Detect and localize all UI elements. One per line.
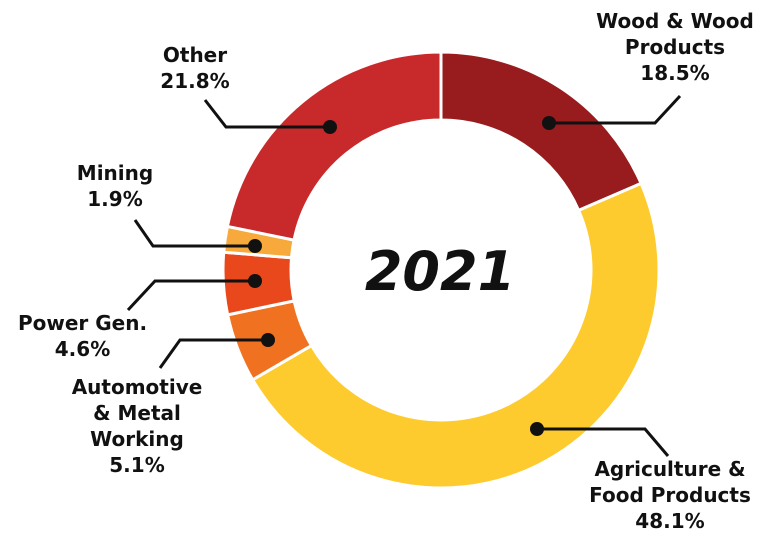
- leader-agriculture-dot: [530, 422, 544, 436]
- leader-mining-dot: [248, 239, 262, 253]
- leader-automotive-line: [158, 338, 268, 369]
- leader-power-gen-dot: [248, 274, 262, 288]
- label-power-pct: 4.6%: [54, 337, 111, 361]
- label-power-gen: Power Gen. 4.6%: [0, 310, 165, 362]
- label-agri-line1: Agriculture &: [594, 457, 746, 481]
- center-year-label: 2021: [364, 240, 516, 303]
- label-agriculture: Agriculture & Food Products 48.1%: [572, 456, 768, 534]
- leader-other-dot: [323, 120, 337, 134]
- label-auto-line1: Automotive: [71, 375, 203, 399]
- leader-automotive-dot: [261, 333, 275, 347]
- leader-mining-line: [133, 219, 255, 248]
- label-wood-line2: Products: [624, 35, 726, 59]
- donut-slices: [221, 50, 661, 490]
- label-auto-line2: & Metal: [93, 401, 181, 425]
- slice-agriculture-food-products: [250, 181, 661, 490]
- label-mining-line1: Mining: [76, 161, 154, 185]
- label-wood-line1: Wood & Wood: [596, 9, 754, 33]
- leader-wood-dot: [542, 116, 556, 130]
- label-agri-line2: Food Products: [589, 483, 751, 507]
- label-wood-pct: 18.5%: [640, 61, 710, 85]
- slice-other: [225, 50, 443, 242]
- label-other-line1: Other: [162, 43, 228, 67]
- label-wood-products: Wood & Wood Products 18.5%: [590, 8, 760, 86]
- leader-power-gen-line: [126, 279, 255, 312]
- leader-agriculture-line: [537, 427, 670, 457]
- label-auto-pct: 5.1%: [109, 453, 165, 477]
- label-power-line1: Power Gen.: [17, 311, 148, 335]
- label-mining: Mining 1.9%: [60, 160, 170, 212]
- leader-wood-line: [549, 94, 682, 125]
- label-agri-pct: 48.1%: [635, 509, 705, 533]
- label-automotive: Automotive & Metal Working 5.1%: [52, 374, 222, 478]
- label-other-pct: 21.8%: [160, 69, 230, 93]
- leader-lines: [126, 94, 682, 457]
- label-auto-line3: Working: [90, 427, 184, 451]
- label-other: Other 21.8%: [135, 42, 255, 94]
- label-mining-pct: 1.9%: [87, 187, 143, 211]
- leader-other-line: [203, 99, 330, 129]
